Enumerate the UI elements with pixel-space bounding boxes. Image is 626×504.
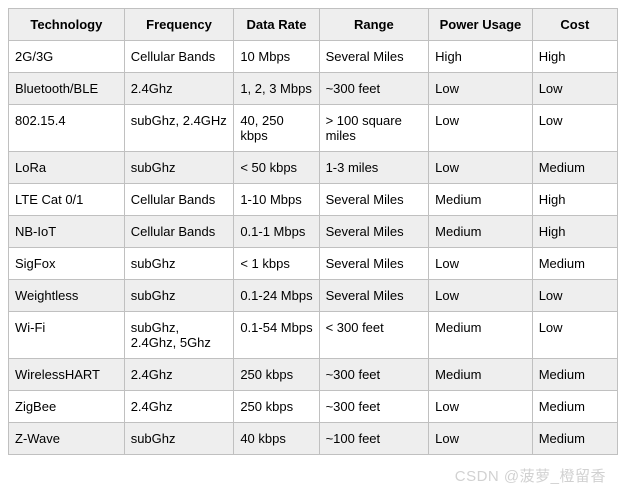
table-cell: 2G/3G (9, 41, 125, 73)
table-cell: ~300 feet (319, 359, 429, 391)
table-cell: Medium (429, 359, 533, 391)
table-cell: 0.1-54 Mbps (234, 312, 319, 359)
table-cell: Low (429, 280, 533, 312)
table-cell: subGhz (124, 248, 234, 280)
table-cell: Medium (429, 312, 533, 359)
column-header: Frequency (124, 9, 234, 41)
table-cell: subGhz, 2.4GHz (124, 105, 234, 152)
table-cell: SigFox (9, 248, 125, 280)
table-cell: ~300 feet (319, 73, 429, 105)
table-cell: Low (429, 248, 533, 280)
table-row: 2G/3GCellular Bands10 MbpsSeveral MilesH… (9, 41, 618, 73)
table-row: SigFoxsubGhz< 1 kbpsSeveral MilesLowMedi… (9, 248, 618, 280)
table-cell: Several Miles (319, 248, 429, 280)
table-cell: < 1 kbps (234, 248, 319, 280)
table-cell: Low (429, 423, 533, 455)
table-cell: Several Miles (319, 41, 429, 73)
table-row: Wi-FisubGhz, 2.4Ghz, 5Ghz0.1-54 Mbps< 30… (9, 312, 618, 359)
table-cell: Medium (532, 423, 617, 455)
table-cell: 250 kbps (234, 359, 319, 391)
table-cell: 40 kbps (234, 423, 319, 455)
table-cell: Low (532, 105, 617, 152)
column-header: Range (319, 9, 429, 41)
table-cell: Z-Wave (9, 423, 125, 455)
table-row: WeightlesssubGhz0.1-24 MbpsSeveral Miles… (9, 280, 618, 312)
table-cell: Medium (429, 216, 533, 248)
table-cell: LoRa (9, 152, 125, 184)
column-header: Data Rate (234, 9, 319, 41)
table-cell: High (532, 184, 617, 216)
table-row: 802.15.4subGhz, 2.4GHz40, 250 kbps> 100 … (9, 105, 618, 152)
table-cell: Several Miles (319, 184, 429, 216)
table-cell: 2.4Ghz (124, 391, 234, 423)
table-cell: Low (429, 152, 533, 184)
table-cell: ~100 feet (319, 423, 429, 455)
table-cell: Several Miles (319, 216, 429, 248)
table-cell: 250 kbps (234, 391, 319, 423)
table-cell: 40, 250 kbps (234, 105, 319, 152)
table-cell: Medium (532, 248, 617, 280)
table-cell: Bluetooth/BLE (9, 73, 125, 105)
table-row: NB-IoTCellular Bands0.1-1 MbpsSeveral Mi… (9, 216, 618, 248)
table-cell: subGhz, 2.4Ghz, 5Ghz (124, 312, 234, 359)
table-row: Z-WavesubGhz40 kbps~100 feetLowMedium (9, 423, 618, 455)
table-cell: ZigBee (9, 391, 125, 423)
table-cell: Medium (532, 391, 617, 423)
table-cell: 1-10 Mbps (234, 184, 319, 216)
table-row: WirelessHART2.4Ghz250 kbps~300 feetMediu… (9, 359, 618, 391)
table-cell: < 300 feet (319, 312, 429, 359)
table-cell: High (532, 41, 617, 73)
watermark: CSDN @菠萝_橙留香 (455, 465, 606, 486)
table-cell: Cellular Bands (124, 184, 234, 216)
table-cell: High (532, 216, 617, 248)
wireless-tech-table: TechnologyFrequencyData RateRangePower U… (8, 8, 618, 455)
table-cell: LTE Cat 0/1 (9, 184, 125, 216)
table-row: LoRasubGhz< 50 kbps1-3 milesLowMedium (9, 152, 618, 184)
table-cell: 0.1-24 Mbps (234, 280, 319, 312)
table-cell: Low (532, 280, 617, 312)
table-cell: High (429, 41, 533, 73)
table-cell: Cellular Bands (124, 216, 234, 248)
table-cell: > 100 square miles (319, 105, 429, 152)
table-cell: Low (429, 73, 533, 105)
table-cell: Weightless (9, 280, 125, 312)
table-cell: 1-3 miles (319, 152, 429, 184)
table-cell: Low (532, 312, 617, 359)
table-cell: 10 Mbps (234, 41, 319, 73)
table-cell: Low (429, 391, 533, 423)
table-cell: subGhz (124, 152, 234, 184)
table-row: ZigBee2.4Ghz250 kbps~300 feetLowMedium (9, 391, 618, 423)
table-header-row: TechnologyFrequencyData RateRangePower U… (9, 9, 618, 41)
table-cell: 2.4Ghz (124, 73, 234, 105)
table-cell: Low (532, 73, 617, 105)
table-cell: subGhz (124, 280, 234, 312)
table-cell: Wi-Fi (9, 312, 125, 359)
table-cell: ~300 feet (319, 391, 429, 423)
table-cell: 1, 2, 3 Mbps (234, 73, 319, 105)
table-cell: 0.1-1 Mbps (234, 216, 319, 248)
table-cell: NB-IoT (9, 216, 125, 248)
table-row: Bluetooth/BLE2.4Ghz1, 2, 3 Mbps~300 feet… (9, 73, 618, 105)
table-cell: < 50 kbps (234, 152, 319, 184)
table-cell: Medium (429, 184, 533, 216)
table-cell: subGhz (124, 423, 234, 455)
column-header: Technology (9, 9, 125, 41)
column-header: Cost (532, 9, 617, 41)
table-cell: Medium (532, 359, 617, 391)
table-cell: Medium (532, 152, 617, 184)
table-cell: Cellular Bands (124, 41, 234, 73)
table-cell: Several Miles (319, 280, 429, 312)
table-cell: 2.4Ghz (124, 359, 234, 391)
column-header: Power Usage (429, 9, 533, 41)
table-row: LTE Cat 0/1Cellular Bands1-10 MbpsSevera… (9, 184, 618, 216)
table-cell: WirelessHART (9, 359, 125, 391)
table-cell: 802.15.4 (9, 105, 125, 152)
table-cell: Low (429, 105, 533, 152)
